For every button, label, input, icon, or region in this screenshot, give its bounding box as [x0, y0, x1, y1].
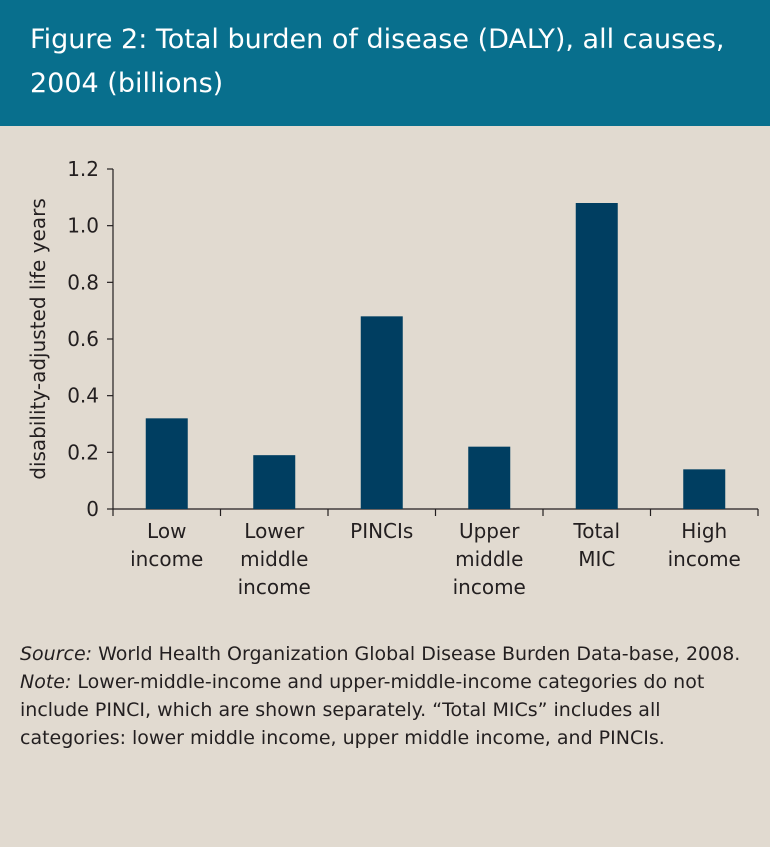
x-tick-label-line: MIC [578, 547, 615, 571]
x-axis: Low income Lower middle income PINCIs Upper mid… [112, 508, 759, 599]
x-tick-label-line: income [130, 547, 203, 571]
x-tick-label: Total MIC [572, 519, 620, 571]
y-axis-label: disability-adjusted life years [26, 198, 50, 480]
bar [683, 469, 726, 509]
x-tick-label-line: Total [572, 519, 620, 543]
figure-title: Figure 2: Total burden of disease (DALY)… [30, 18, 750, 106]
bar [575, 203, 618, 509]
x-tick-label: PINCIs [350, 519, 413, 543]
x-tick-label: High income [668, 519, 741, 571]
x-tick-label-line: Upper [459, 519, 520, 543]
x-tick-label-line: Low [147, 519, 186, 543]
y-tick-label: 1.0 [67, 214, 99, 238]
x-tick-label-line: High [681, 519, 727, 543]
bar [468, 446, 511, 509]
x-tick-label-line: Lower [244, 519, 305, 543]
y-tick-label: 0.6 [67, 327, 99, 351]
x-tick-label-line: income [238, 575, 311, 599]
note-text: Lower-middle-income and upper-middle-inc… [20, 671, 705, 749]
source-label: Source: [20, 643, 93, 665]
y-tick-label: 1.2 [67, 157, 99, 181]
x-tick-label: Lower middle income [238, 519, 311, 599]
note: Note: Lower-middle-income and upper-midd… [20, 668, 755, 752]
y-axis: 0 0.2 0.4 0.6 0.8 1.0 1.2 [67, 157, 114, 521]
x-tick-label: Upper middle income [453, 519, 526, 599]
x-tick-label-line: PINCIs [350, 519, 413, 543]
figure-header: Figure 2: Total burden of disease (DALY)… [0, 0, 770, 126]
figure-title-line-2: 2004 (billions) [30, 68, 224, 99]
bar [360, 316, 403, 509]
source-note: Source: World Health Organization Global… [20, 640, 755, 668]
x-tick-label: Low income [130, 519, 203, 571]
figure-notes: Source: World Health Organization Global… [20, 640, 755, 752]
x-tick-label-line: middle [240, 547, 308, 571]
source-text: World Health Organization Global Disease… [92, 643, 741, 665]
x-tick-label-line: middle [455, 547, 523, 571]
bars [145, 203, 726, 509]
figure-title-line-1: Figure 2: Total burden of disease (DALY)… [30, 24, 725, 55]
y-tick-label: 0.8 [67, 270, 99, 294]
bar [145, 418, 188, 509]
note-label: Note: [20, 671, 72, 693]
bar-chart: 0 0.2 0.4 0.6 0.8 1.0 1.2 Low income Lower middle… [26, 157, 759, 599]
y-tick-label: 0 [86, 497, 99, 521]
bar [253, 455, 296, 509]
y-tick-label: 0.4 [67, 384, 99, 408]
x-tick-label-line: income [453, 575, 526, 599]
y-tick-label: 0.2 [67, 440, 99, 464]
x-tick-label-line: income [668, 547, 741, 571]
